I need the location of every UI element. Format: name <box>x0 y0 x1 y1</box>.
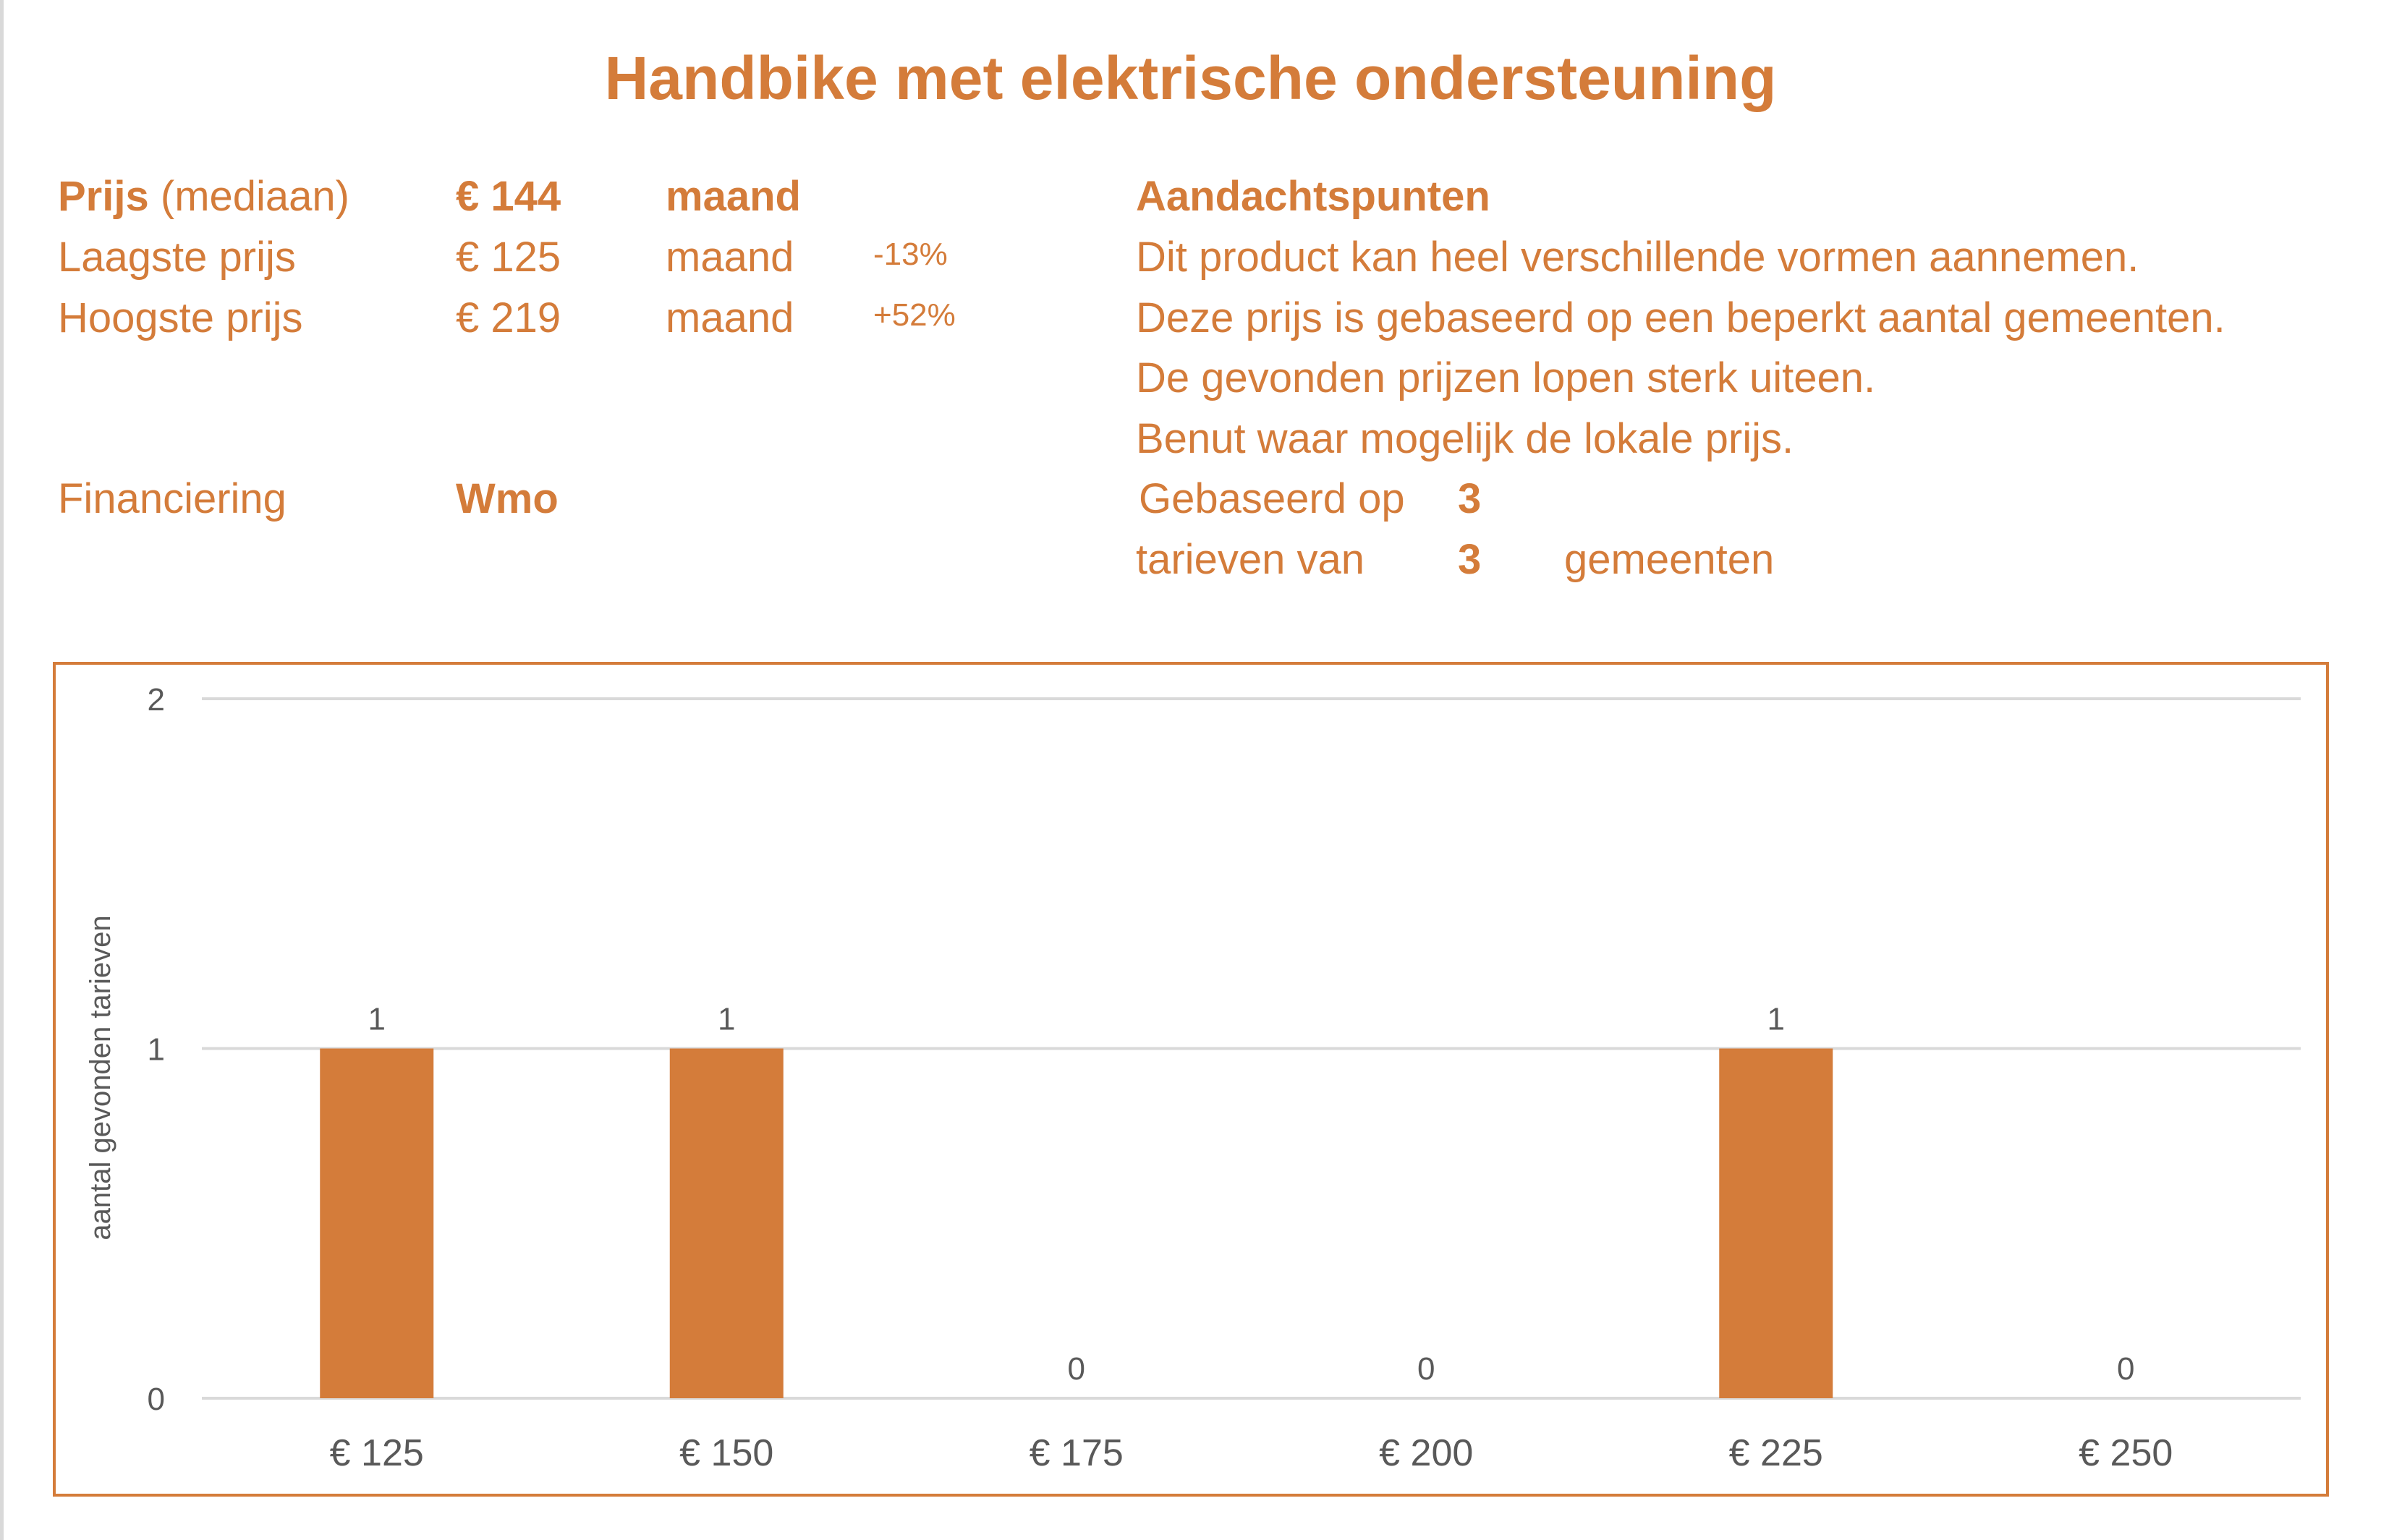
high-unit: maand <box>666 294 794 341</box>
y-axis-label: aantal gevonden tarieven <box>85 915 116 1240</box>
data-label: 1 <box>368 1002 386 1037</box>
low-pct: -13% <box>873 237 948 272</box>
x-tick-label: € 175 <box>1030 1432 1124 1474</box>
high-value: € 219 <box>456 294 561 341</box>
median-label-bold: Prijs <box>58 173 149 220</box>
notes-heading: Aandachtspunten <box>1136 173 1490 220</box>
median-unit: maand <box>666 173 801 220</box>
financing-value: Wmo <box>456 475 559 522</box>
tariffs-label: tarieven van <box>1136 536 1364 583</box>
bar <box>669 1048 784 1398</box>
bar <box>1719 1048 1833 1398</box>
note-line: Benut waar mogelijk de lokale prijs. <box>1136 415 1794 462</box>
based-on-label: Gebaseerd op <box>1139 475 1405 522</box>
municipalities-label: gemeenten <box>1564 536 1775 583</box>
y-tick-label: 2 <box>148 682 165 718</box>
low-unit: maand <box>666 234 794 281</box>
y-tick-label: 0 <box>148 1382 165 1417</box>
low-label: Laagste prijs <box>58 234 296 281</box>
note-line: Dit product kan heel verschillende vorme… <box>1136 234 2139 281</box>
x-tick-label: € 200 <box>1379 1432 1473 1474</box>
left-edge <box>0 0 4 1540</box>
municipalities-count: 3 <box>1458 536 1482 583</box>
x-tick-label: € 225 <box>1729 1432 1823 1474</box>
high-label: Hoogste prijs <box>58 294 303 341</box>
financing-label: Financiering <box>58 475 287 522</box>
high-pct: +52% <box>873 297 956 333</box>
median-label: Prijs (mediaan) <box>58 176 349 218</box>
note-line: Deze prijs is gebaseerd op een beperkt a… <box>1136 294 2225 341</box>
based-on-count: 3 <box>1458 475 1482 522</box>
y-tick-label: 1 <box>148 1032 165 1068</box>
note-line: De gevonden prijzen lopen sterk uiteen. <box>1136 354 1876 401</box>
bar <box>320 1048 434 1398</box>
x-tick-label: € 250 <box>2079 1432 2173 1474</box>
low-value: € 125 <box>456 234 561 281</box>
data-label: 0 <box>1417 1351 1435 1387</box>
data-label: 1 <box>718 1002 735 1037</box>
median-label-rest: (mediaan) <box>160 173 349 220</box>
data-label: 1 <box>1767 1002 1785 1037</box>
x-tick-label: € 125 <box>330 1432 424 1474</box>
median-value: € 144 <box>456 173 561 220</box>
page-title: Handbike met elektrische ondersteuning <box>604 44 1777 112</box>
data-label: 0 <box>1068 1351 1085 1387</box>
chart-frame <box>53 662 2329 1497</box>
data-label: 0 <box>2117 1351 2134 1387</box>
x-tick-label: € 150 <box>679 1432 773 1474</box>
